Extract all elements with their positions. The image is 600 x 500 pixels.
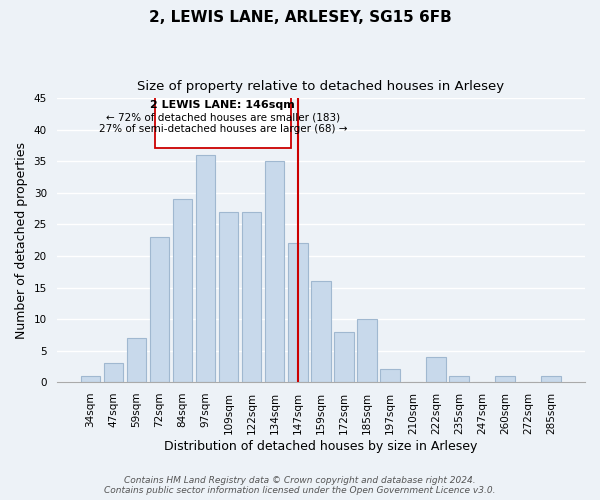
- Bar: [173, 199, 193, 382]
- Bar: [196, 155, 215, 382]
- Bar: [496, 376, 515, 382]
- Bar: [426, 357, 446, 382]
- Text: Contains HM Land Registry data © Crown copyright and database right 2024.
Contai: Contains HM Land Registry data © Crown c…: [104, 476, 496, 495]
- Text: 2, LEWIS LANE, ARLESEY, SG15 6FB: 2, LEWIS LANE, ARLESEY, SG15 6FB: [149, 10, 451, 25]
- Text: 27% of semi-detached houses are larger (68) →: 27% of semi-detached houses are larger (…: [98, 124, 347, 134]
- Bar: [155, 95, 291, 148]
- Bar: [104, 363, 123, 382]
- Bar: [357, 319, 377, 382]
- Bar: [334, 332, 353, 382]
- Text: ← 72% of detached houses are smaller (183): ← 72% of detached houses are smaller (18…: [106, 113, 340, 123]
- Bar: [219, 212, 238, 382]
- Y-axis label: Number of detached properties: Number of detached properties: [15, 142, 28, 338]
- Bar: [80, 376, 100, 382]
- Bar: [288, 244, 308, 382]
- Bar: [541, 376, 561, 382]
- Bar: [449, 376, 469, 382]
- Text: 2 LEWIS LANE: 146sqm: 2 LEWIS LANE: 146sqm: [151, 100, 295, 110]
- Bar: [242, 212, 262, 382]
- Title: Size of property relative to detached houses in Arlesey: Size of property relative to detached ho…: [137, 80, 505, 93]
- X-axis label: Distribution of detached houses by size in Arlesey: Distribution of detached houses by size …: [164, 440, 478, 452]
- Bar: [380, 370, 400, 382]
- Bar: [311, 281, 331, 382]
- Bar: [127, 338, 146, 382]
- Bar: [265, 162, 284, 382]
- Bar: [149, 237, 169, 382]
